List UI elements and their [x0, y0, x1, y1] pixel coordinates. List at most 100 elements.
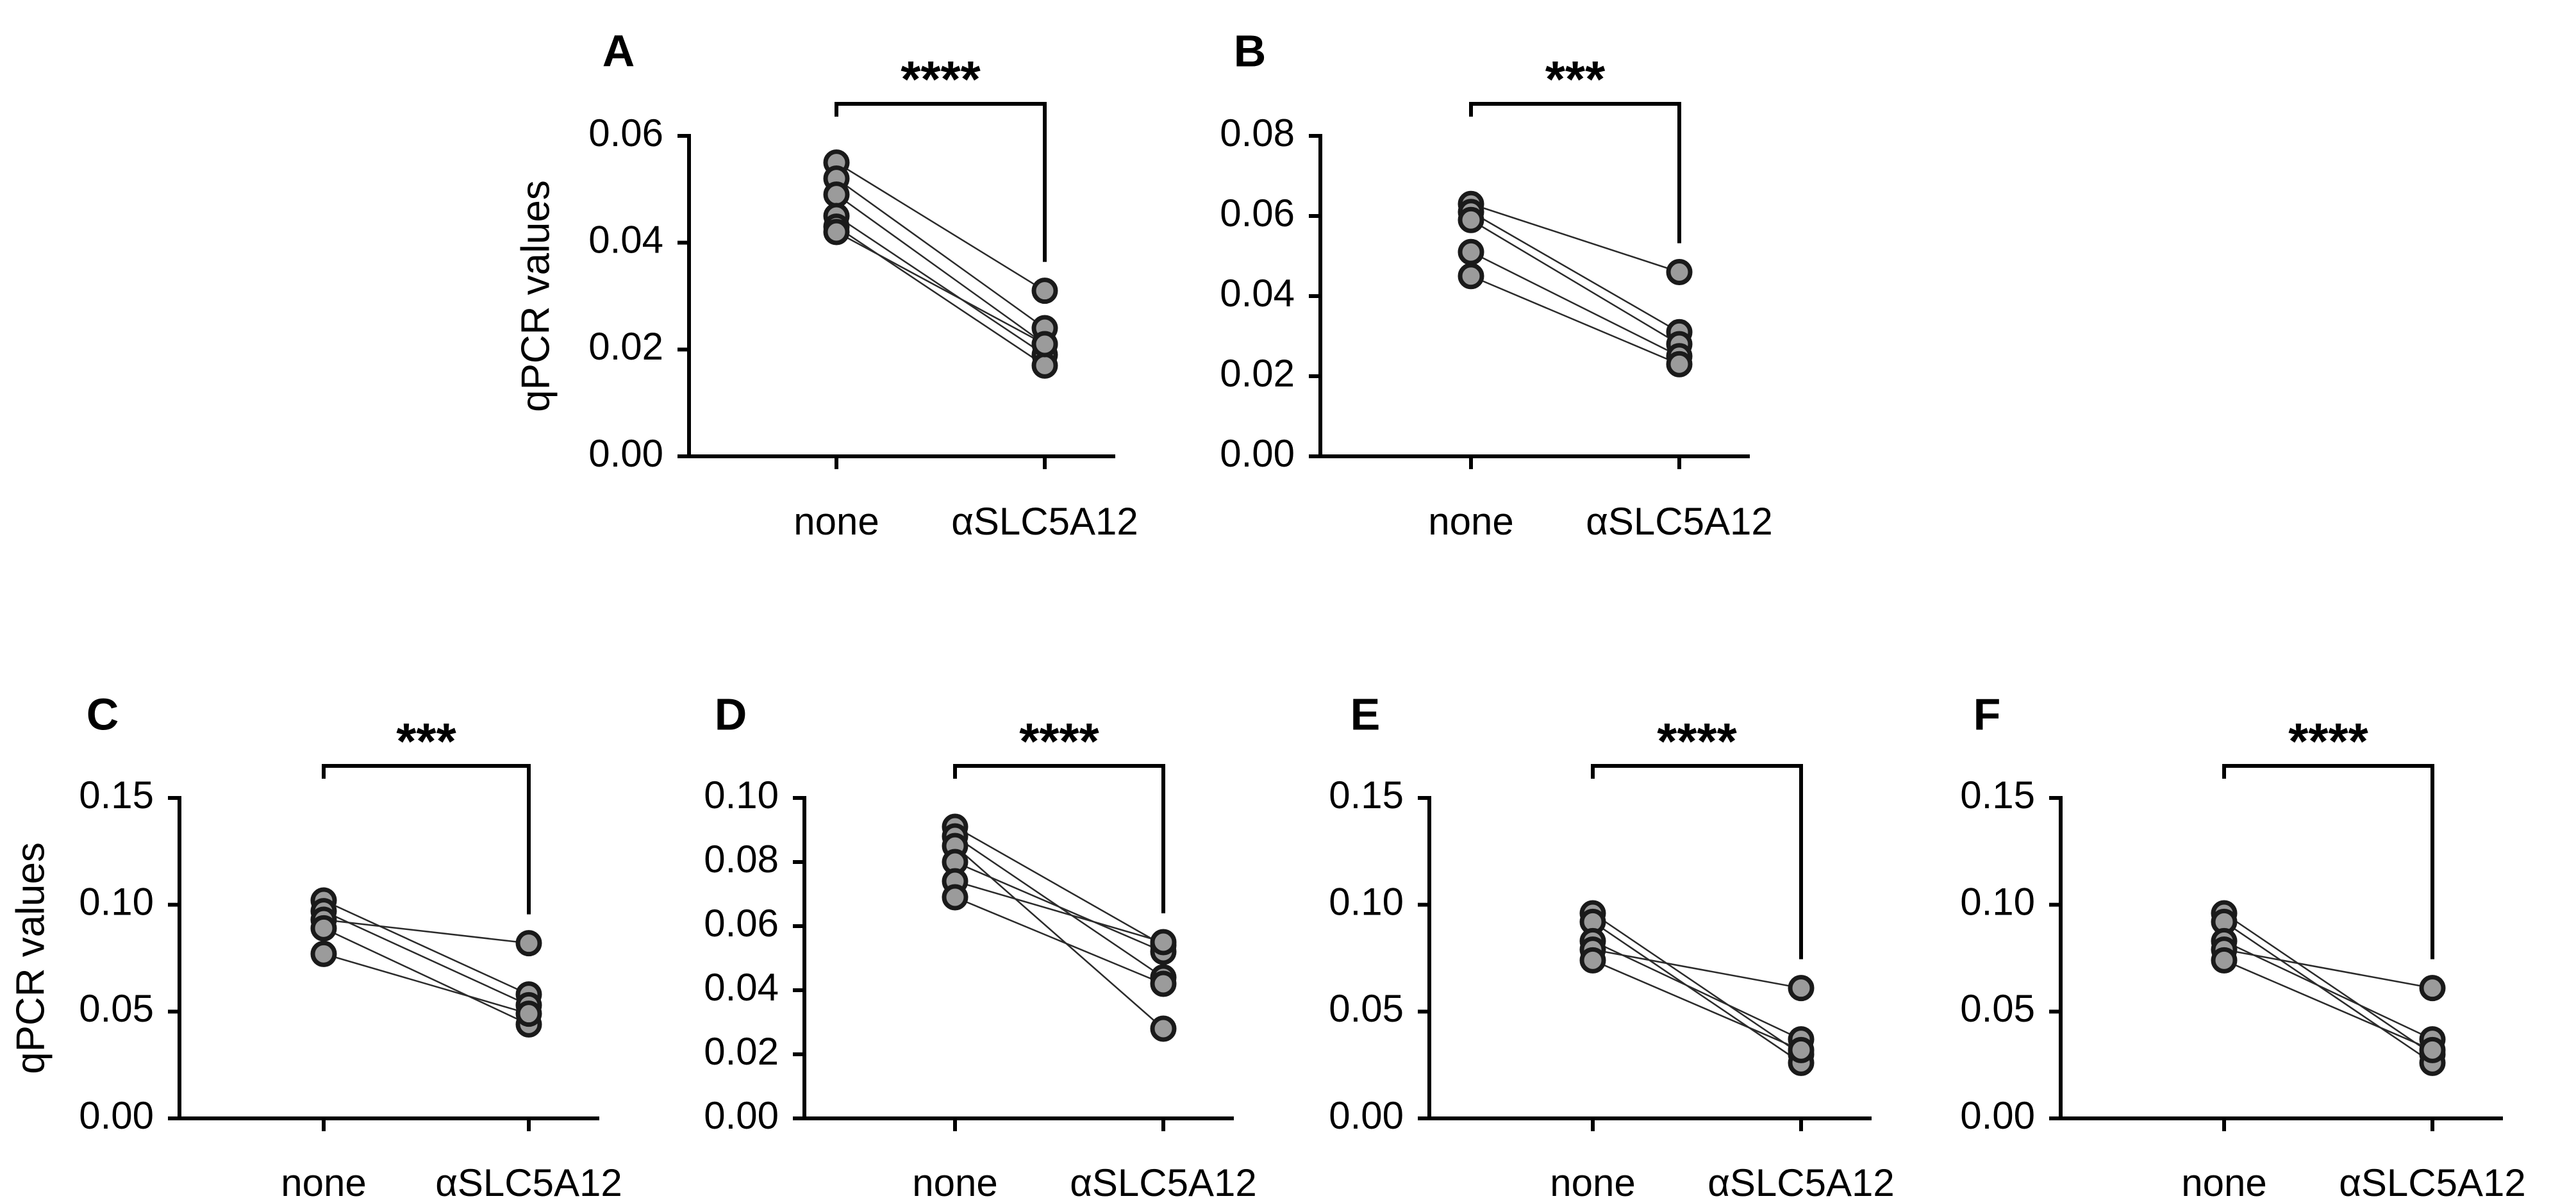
y-tick-label: 0.04 — [588, 219, 663, 261]
significance-bracket — [2222, 764, 2434, 959]
y-tick-label: 0.04 — [704, 966, 779, 1009]
panel-letter: B — [1234, 26, 1267, 76]
pair-line — [954, 896, 1164, 985]
data-point-treated — [1150, 1015, 1177, 1042]
y-tick-label: 0.06 — [588, 112, 663, 154]
panel-letter: C — [87, 689, 119, 739]
panel-F: F 0.00 0.05 0.10 0.15 none αSLC5A12 **** — [1960, 689, 2526, 1203]
significance-label: *** — [1545, 51, 1606, 108]
x-category-label: αSLC5A12 — [1070, 1161, 1257, 1200]
panel-D: D 0.00 0.02 0.04 0.06 0.08 0.10 none αSLC5A12 ***… — [704, 689, 1257, 1203]
significance-bracket — [1591, 764, 1803, 959]
significance-bracket — [322, 764, 531, 915]
pair-line — [323, 899, 529, 995]
pair-line — [954, 845, 1164, 1029]
panel-A: A 0.00 0.02 0.04 0.06 none αSLC5A12 qPCR values… — [513, 26, 1138, 542]
significance-bracket — [1469, 102, 1681, 244]
data-point-treated — [2419, 1036, 2446, 1063]
pair-line — [2223, 959, 2433, 1051]
pair-line — [1470, 211, 1680, 333]
y-tick-label: 0.10 — [1960, 881, 2035, 924]
y-tick-label: 0.06 — [704, 902, 779, 945]
pair-line — [836, 215, 1045, 356]
x-category-label: αSLC5A12 — [1586, 500, 1773, 543]
data-point-treated — [1788, 975, 1815, 1002]
significance-label: **** — [1657, 713, 1737, 770]
pair-line — [1470, 275, 1680, 365]
significance-bracket — [835, 102, 1047, 262]
y-axis-title: qPCR values — [513, 180, 558, 412]
x-category-label: none — [281, 1161, 366, 1200]
data-point-treated — [1031, 278, 1058, 304]
y-tick-label: 0.04 — [1220, 272, 1295, 315]
pair-line — [954, 826, 1164, 947]
pair-line — [1592, 959, 1802, 1051]
data-point-none — [823, 219, 850, 245]
data-point-treated — [1031, 331, 1058, 358]
pair-line — [1470, 203, 1680, 273]
y-tick-label: 0.05 — [79, 987, 154, 1030]
y-tick-label: 0.02 — [588, 325, 663, 368]
pair-line — [1592, 912, 1802, 1056]
data-point-none — [1458, 263, 1484, 290]
data-point-treated — [2419, 975, 2446, 1002]
y-tick-label: 0.15 — [1329, 774, 1404, 817]
significance-bracket — [953, 764, 1165, 913]
x-category-label: αSLC5A12 — [2339, 1161, 2526, 1200]
x-category-label: none — [794, 500, 879, 543]
y-tick-label: 0.15 — [1960, 774, 2035, 817]
pair-line — [1592, 921, 1802, 1064]
x-category-label: αSLC5A12 — [435, 1161, 622, 1200]
y-tick-label: 0.00 — [704, 1094, 779, 1137]
data-point-none — [1579, 947, 1606, 974]
pair-line — [836, 226, 1045, 367]
pair-line — [1470, 219, 1680, 345]
data-point-treated — [515, 1000, 542, 1027]
pair-line — [836, 194, 1045, 345]
x-category-label: αSLC5A12 — [1708, 1161, 1895, 1200]
data-point-none — [2211, 947, 2238, 974]
data-point-treated — [1666, 259, 1693, 285]
data-point-treated — [1150, 929, 1177, 956]
y-tick-label: 0.10 — [1329, 881, 1404, 924]
panel-letter: F — [1974, 689, 2001, 739]
pair-line — [323, 918, 529, 944]
data-point-treated — [1666, 351, 1693, 377]
pair-line — [2223, 940, 2433, 1040]
panel-C: C 0.00 0.05 0.10 0.15 none αSLC5A12 qPCR values… — [8, 689, 622, 1203]
significance-label: *** — [396, 713, 456, 770]
data-point-none — [310, 940, 337, 967]
data-point-treated — [1031, 352, 1058, 379]
pair-line — [836, 231, 1045, 345]
y-tick-label: 0.05 — [1960, 987, 2035, 1030]
pair-line — [954, 861, 1164, 953]
y-tick-label: 0.08 — [704, 838, 779, 881]
data-point-treated — [1788, 1036, 1815, 1063]
y-tick-label: 0.02 — [1220, 352, 1295, 395]
pair-line — [1592, 940, 1802, 1040]
x-category-label: αSLC5A12 — [951, 500, 1138, 543]
significance-label: **** — [901, 51, 981, 108]
pair-line — [323, 953, 529, 1015]
panel-letter: E — [1350, 689, 1381, 739]
x-category-label: none — [2181, 1161, 2266, 1200]
panel-letter: D — [715, 689, 747, 739]
pair-line — [2223, 912, 2433, 1056]
x-category-label: none — [1428, 500, 1513, 543]
panel-letter: A — [602, 26, 635, 76]
pair-line — [323, 927, 529, 1025]
y-tick-label: 0.08 — [1220, 112, 1295, 154]
y-tick-label: 0.06 — [1220, 192, 1295, 235]
data-point-treated — [515, 930, 542, 957]
y-tick-label: 0.00 — [79, 1094, 154, 1137]
panel-E: E 0.00 0.05 0.10 0.15 none αSLC5A12 **** — [1329, 689, 1895, 1203]
data-point-treated — [1150, 970, 1177, 997]
y-tick-label: 0.00 — [1329, 1094, 1404, 1137]
y-axis-title: qPCR values — [8, 842, 53, 1074]
panel-B: B 0.00 0.02 0.04 0.06 0.08 none αSLC5A12 *** — [1220, 26, 1773, 542]
pair-line — [1470, 251, 1680, 357]
y-tick-label: 0.10 — [79, 881, 154, 924]
x-category-label: none — [1550, 1161, 1635, 1200]
